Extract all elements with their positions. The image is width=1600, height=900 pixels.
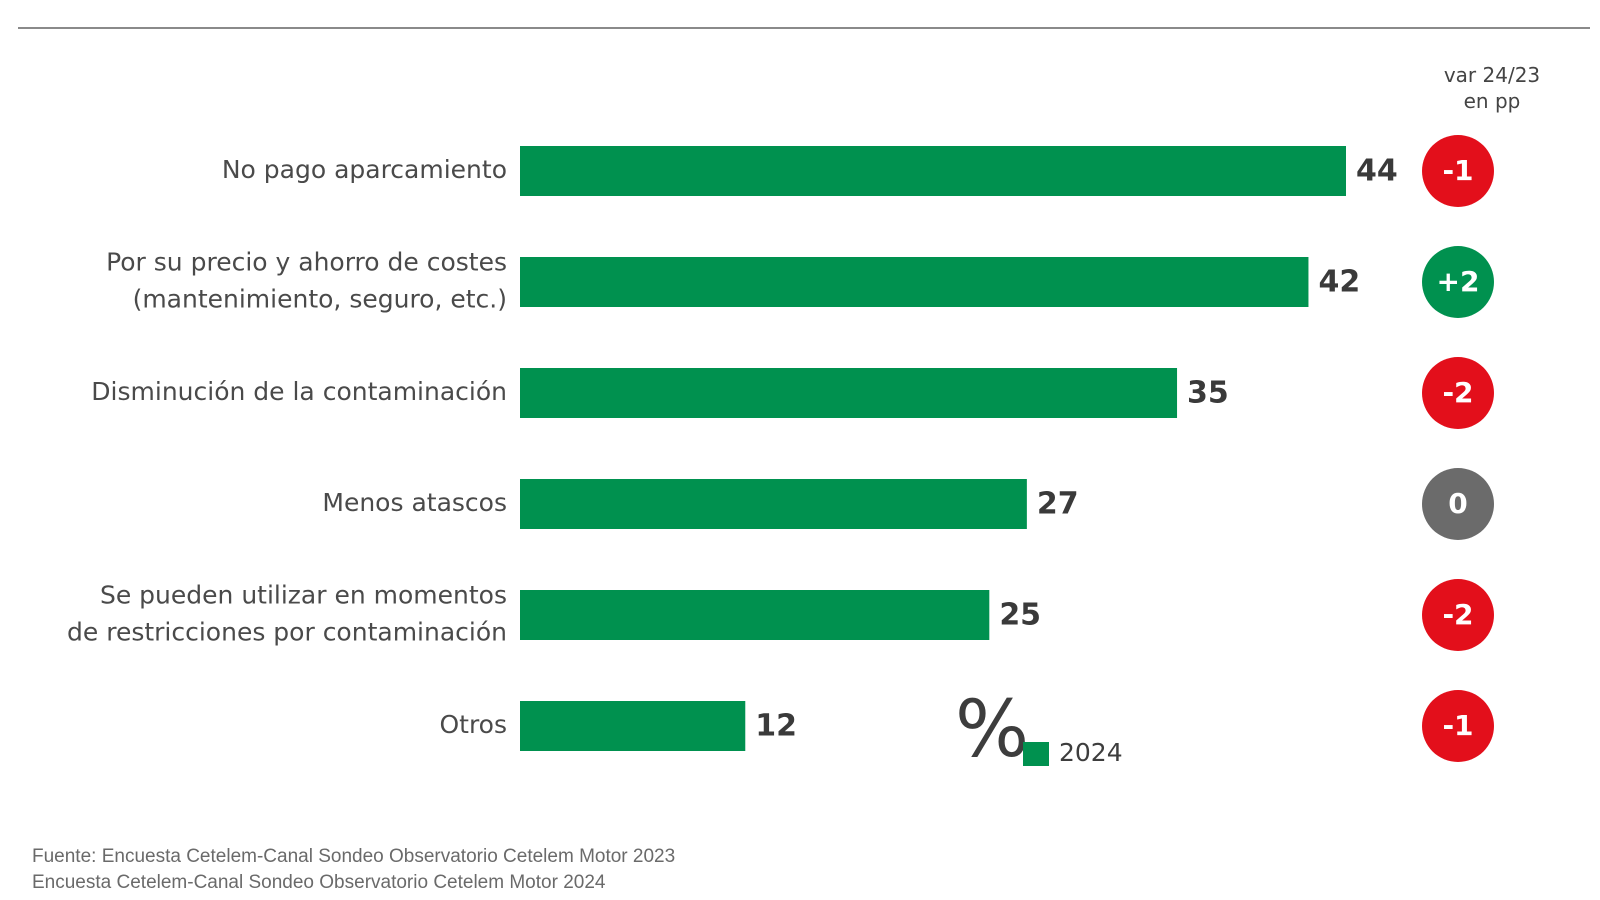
legend-swatch [1023, 742, 1049, 766]
variation-badge [1422, 690, 1494, 762]
source-note: Fuente: Encuesta Cetelem-Canal Sondeo Ob… [32, 844, 675, 896]
category-label: de restricciones por contaminación [67, 618, 507, 647]
bar [520, 257, 1309, 307]
variation-label: +2 [1437, 265, 1480, 298]
value-label: 12 [755, 709, 797, 744]
variation-badge [1422, 246, 1494, 318]
bar [520, 701, 746, 751]
variation-badge [1422, 579, 1494, 651]
variation-badge [1422, 357, 1494, 429]
variation-header-line: en pp [1463, 89, 1521, 113]
category-label: Otros [439, 710, 507, 739]
variation-header-line: var 24/23 [1443, 63, 1541, 87]
percent-unit-symbol: % [955, 685, 1029, 775]
variation-badge [1422, 468, 1494, 540]
value-label: 44 [1356, 154, 1398, 189]
category-label: Disminución de la contaminación [91, 377, 507, 406]
variation-label: 0 [1448, 487, 1467, 520]
value-label: 42 [1318, 265, 1360, 300]
source-line: Encuesta Cetelem-Canal Sondeo Observator… [32, 872, 606, 893]
bar [520, 590, 990, 640]
source-line: Fuente: Encuesta Cetelem-Canal Sondeo Ob… [32, 846, 676, 867]
bar [520, 479, 1027, 529]
legend-label: 2024 [1059, 738, 1123, 767]
value-label: 25 [999, 598, 1041, 633]
top-divider [18, 27, 1590, 29]
variation-header: var 24/23 en pp [1422, 62, 1562, 114]
category-label: No pago aparcamiento [222, 155, 507, 184]
bar [520, 368, 1178, 418]
bar [520, 146, 1346, 196]
variation-label: -2 [1442, 598, 1473, 631]
category-label: (mantenimiento, seguro, etc.) [133, 285, 507, 314]
variation-label: -1 [1442, 154, 1473, 187]
value-label: 35 [1187, 376, 1229, 411]
category-label: Por su precio y ahorro de costes [106, 248, 507, 277]
variation-badge [1422, 135, 1494, 207]
variation-label: -2 [1442, 376, 1473, 409]
variation-label: -1 [1442, 709, 1473, 742]
category-label: Menos atascos [322, 488, 507, 517]
value-label: 27 [1037, 487, 1079, 522]
category-label: Se pueden utilizar en momentos [100, 581, 507, 610]
